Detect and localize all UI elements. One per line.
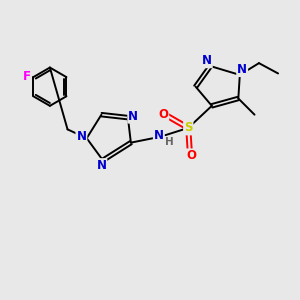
Text: N: N — [202, 54, 212, 67]
Text: N: N — [96, 159, 106, 172]
Text: N: N — [237, 63, 247, 76]
Text: F: F — [23, 70, 31, 83]
Text: N: N — [76, 130, 86, 143]
Text: O: O — [186, 149, 196, 162]
Text: H: H — [165, 137, 173, 147]
Text: O: O — [158, 108, 168, 121]
Text: N: N — [128, 110, 138, 123]
Text: S: S — [184, 122, 193, 134]
Text: N: N — [154, 129, 164, 142]
